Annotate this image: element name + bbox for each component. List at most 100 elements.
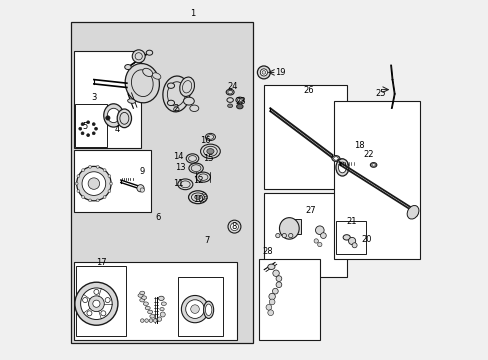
Ellipse shape [158,296,164,301]
Ellipse shape [338,162,346,173]
Circle shape [88,165,91,168]
Ellipse shape [337,159,345,165]
Ellipse shape [194,195,201,199]
Circle shape [140,188,144,192]
Circle shape [230,223,238,230]
Circle shape [81,169,84,172]
Circle shape [140,319,144,322]
Ellipse shape [183,97,194,105]
Circle shape [109,182,112,185]
Circle shape [276,276,281,282]
Circle shape [144,319,148,322]
Text: 1: 1 [189,9,195,18]
Ellipse shape [140,291,144,295]
Ellipse shape [186,154,198,163]
Ellipse shape [160,307,164,311]
Ellipse shape [142,68,152,77]
Text: 25: 25 [375,89,385,98]
Circle shape [160,312,165,317]
Text: 27: 27 [305,206,316,215]
Ellipse shape [145,306,150,310]
Ellipse shape [205,134,215,140]
Ellipse shape [198,174,207,180]
Circle shape [288,233,292,238]
Circle shape [96,199,99,202]
Bar [333,101,419,259]
Bar [264,193,346,277]
Ellipse shape [167,83,174,88]
Bar [178,277,223,336]
Text: 11: 11 [173,179,183,188]
Circle shape [82,172,105,195]
Bar [76,266,126,336]
Ellipse shape [189,105,198,112]
Ellipse shape [127,99,135,103]
Ellipse shape [235,97,244,103]
Circle shape [272,288,278,294]
Circle shape [153,319,157,322]
Ellipse shape [191,165,201,172]
Circle shape [105,116,110,120]
Ellipse shape [236,104,243,109]
Text: 14: 14 [173,152,183,161]
Ellipse shape [124,64,131,69]
Text: 8: 8 [231,222,236,231]
Ellipse shape [152,73,161,79]
Bar [283,219,301,234]
Circle shape [272,270,279,276]
Circle shape [275,233,280,238]
Circle shape [77,175,80,177]
Ellipse shape [206,149,214,154]
Circle shape [86,121,89,124]
Circle shape [81,132,84,135]
Ellipse shape [117,109,131,128]
Ellipse shape [200,144,220,158]
Ellipse shape [226,98,233,102]
Circle shape [94,289,99,294]
Circle shape [81,288,112,319]
Circle shape [108,175,111,177]
Ellipse shape [335,159,348,176]
Circle shape [88,296,104,312]
Circle shape [94,127,97,130]
Ellipse shape [131,70,153,96]
Circle shape [93,300,100,307]
Text: 15: 15 [203,154,213,163]
Text: 5: 5 [82,122,87,131]
Circle shape [351,243,356,248]
Bar [74,262,237,339]
Text: 22: 22 [362,150,373,159]
Circle shape [92,132,95,135]
Bar [258,259,319,339]
Ellipse shape [196,172,210,182]
Circle shape [260,69,267,76]
Ellipse shape [161,302,166,306]
Ellipse shape [167,82,185,106]
Circle shape [77,166,111,201]
Ellipse shape [103,104,123,127]
Circle shape [313,239,318,243]
Text: 6: 6 [155,213,161,222]
Circle shape [267,310,273,316]
Ellipse shape [371,164,375,166]
Ellipse shape [191,193,204,202]
Ellipse shape [369,163,376,167]
Ellipse shape [203,301,213,319]
Circle shape [190,305,199,314]
Ellipse shape [226,89,234,95]
Circle shape [149,319,152,322]
Bar [335,221,366,253]
Ellipse shape [182,81,191,93]
Circle shape [181,296,208,323]
Circle shape [96,165,99,168]
Ellipse shape [227,104,232,108]
Circle shape [276,282,281,288]
Circle shape [81,123,84,126]
Circle shape [88,178,100,189]
Text: 23: 23 [235,96,246,105]
Circle shape [87,311,92,316]
Circle shape [92,123,95,126]
Circle shape [103,169,106,172]
Text: 4: 4 [114,125,120,134]
Bar [264,85,346,189]
